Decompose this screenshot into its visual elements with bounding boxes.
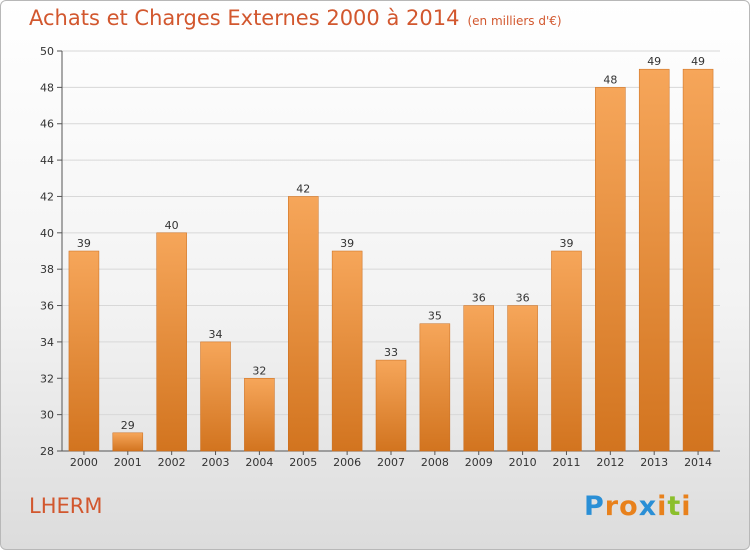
value-label: 39: [77, 237, 91, 250]
bar-2013: [638, 68, 670, 452]
bar-2001: [112, 432, 144, 452]
value-label: 36: [472, 292, 486, 305]
y-tick-label: 34: [40, 336, 54, 349]
y-tick-label: 50: [40, 45, 54, 58]
x-tick-label: 2011: [552, 456, 580, 469]
y-tick-label: 40: [40, 227, 54, 240]
x-tick-label: 2004: [245, 456, 273, 469]
title-main: Achats et Charges Externes 2000 à 2014: [29, 6, 460, 30]
value-label: 36: [516, 292, 530, 305]
logo-letter: o: [619, 491, 639, 522]
bar-2004: [244, 378, 275, 452]
value-label: 40: [165, 219, 179, 232]
value-label: 33: [384, 346, 398, 359]
value-label: 42: [296, 182, 310, 195]
bars: [68, 68, 714, 452]
proxiti-logo: Proxiti: [584, 491, 692, 522]
logo-letter: i: [681, 491, 692, 522]
x-tick-label: 2014: [684, 456, 712, 469]
bar-2002: [156, 232, 187, 452]
value-label: 39: [340, 237, 354, 250]
bar-2008: [419, 323, 451, 452]
place-name: LHERM: [29, 494, 103, 518]
bar-2009: [463, 305, 494, 452]
y-tick-label: 38: [40, 263, 54, 276]
x-tick-label: 2001: [114, 456, 142, 469]
value-label: 32: [252, 364, 266, 377]
y-tick-label: 28: [40, 445, 54, 458]
y-tick-label: 30: [40, 409, 54, 422]
x-tick-label: 2012: [596, 456, 624, 469]
value-label: 34: [209, 328, 223, 341]
value-label: 29: [121, 419, 135, 432]
bar-2012: [595, 87, 626, 452]
logo-letter: t: [667, 491, 682, 522]
value-label: 48: [603, 73, 617, 86]
logo-letter: r: [604, 491, 620, 522]
bar-2003: [200, 341, 231, 452]
x-tick-label: 2007: [377, 456, 405, 469]
bar-2007: [375, 359, 407, 452]
x-tick-label: 2003: [202, 456, 230, 469]
bar-2005: [288, 196, 319, 452]
y-tick-label: 42: [40, 190, 54, 203]
title-unit: (en milliers d'€): [467, 14, 562, 28]
logo-letter: i: [657, 491, 668, 522]
x-tick-label: 2002: [158, 456, 186, 469]
x-tick-label: 2006: [333, 456, 361, 469]
value-label: 49: [647, 55, 661, 68]
value-label: 39: [559, 237, 573, 250]
bar-2014: [682, 68, 714, 452]
y-tick-label: 36: [40, 300, 54, 313]
y-tick-label: 44: [40, 154, 54, 167]
value-label: 49: [691, 55, 705, 68]
logo-letter: x: [638, 491, 658, 522]
bar-2011: [551, 250, 582, 452]
x-tick-label: 2008: [421, 456, 449, 469]
x-tick-label: 2013: [640, 456, 668, 469]
bar-2000: [68, 250, 100, 452]
y-tick-label: 48: [40, 81, 54, 94]
logo-letter: P: [584, 491, 605, 522]
data-labels: 39 29 40 34 32 42 39 33 35 36 36 39 48 49 49: [77, 55, 705, 432]
x-tick-label: 2009: [465, 456, 493, 469]
chart-title: Achats et Charges Externes 2000 à 2014 (e…: [29, 6, 562, 30]
x-tick-label: 2005: [289, 456, 317, 469]
x-tick-label: 2000: [70, 456, 98, 469]
bar-2006: [331, 250, 363, 452]
value-label: 35: [428, 310, 442, 323]
y-tick-label: 32: [40, 372, 54, 385]
x-tick-label: 2010: [509, 456, 537, 469]
y-tick-label: 46: [40, 118, 54, 131]
bar-2010: [507, 305, 538, 452]
